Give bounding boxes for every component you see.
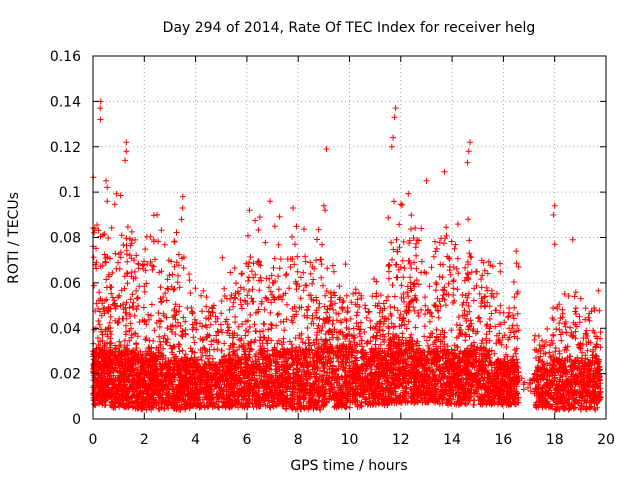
roti-point (322, 207, 329, 214)
y-tick-label: 0 (72, 412, 81, 428)
data-points (90, 98, 604, 413)
y-tick-label: 0.02 (50, 367, 81, 383)
roti-point (392, 105, 399, 112)
x-tick-label: 0 (89, 432, 98, 448)
roti-point (178, 216, 185, 223)
roti-point (154, 211, 161, 218)
roti-point (391, 114, 398, 121)
x-tick-label: 2 (140, 432, 149, 448)
x-tick-label: 14 (443, 432, 461, 448)
roti-point (551, 202, 558, 209)
roti-point (423, 177, 430, 184)
roti-point (97, 116, 104, 123)
y-tick-label: 0.1 (59, 185, 81, 201)
roti-point (122, 157, 129, 164)
roti-point (465, 148, 472, 155)
roti-point (320, 202, 327, 209)
roti-point (179, 193, 186, 200)
roti-point (569, 236, 576, 243)
y-tick-label: 0.04 (50, 321, 81, 337)
x-axis-label: GPS time / hours (290, 458, 407, 474)
roti-point (123, 148, 130, 155)
tick-labels: 0 2 4 6 8 10 12 14 16 18 20 0 0.02 0.04 0.06 0.08 0.1 0.1… (50, 49, 615, 448)
axis-ticks (92, 55, 607, 420)
y-axis-label: ROTI / TECUs (6, 192, 22, 284)
chart-title: Day 294 of 2014, Rate Of TEC Index for r… (163, 20, 536, 36)
roti-point (323, 146, 330, 153)
x-tick-label: 16 (494, 432, 512, 448)
roti-point (550, 211, 557, 218)
roti-point (97, 105, 104, 112)
x-tick-label: 6 (242, 432, 251, 448)
roti-point (123, 139, 130, 146)
roti-point (179, 205, 186, 212)
roti-point (464, 159, 471, 166)
roti-point (266, 198, 273, 205)
roti-point (246, 207, 253, 214)
dense-roti-points (90, 174, 604, 413)
x-tick-label: 12 (392, 432, 410, 448)
x-tick-label: 10 (341, 432, 359, 448)
y-tick-label: 0.08 (50, 231, 81, 247)
x-tick-label: 4 (191, 432, 200, 448)
y-tick-label: 0.12 (50, 140, 81, 156)
roti-point (388, 143, 395, 150)
roti-point (551, 241, 558, 248)
x-tick-label: 20 (597, 432, 615, 448)
roti-point (390, 134, 397, 141)
roti-point (441, 168, 448, 175)
roti-point (467, 139, 474, 146)
x-tick-label: 18 (546, 432, 564, 448)
y-tick-label: 0.06 (50, 276, 81, 292)
roti-point (290, 205, 297, 212)
y-tick-label: 0.16 (50, 49, 81, 65)
roti-point (513, 248, 520, 255)
y-tick-label: 0.14 (50, 94, 81, 110)
x-tick-label: 8 (294, 432, 303, 448)
